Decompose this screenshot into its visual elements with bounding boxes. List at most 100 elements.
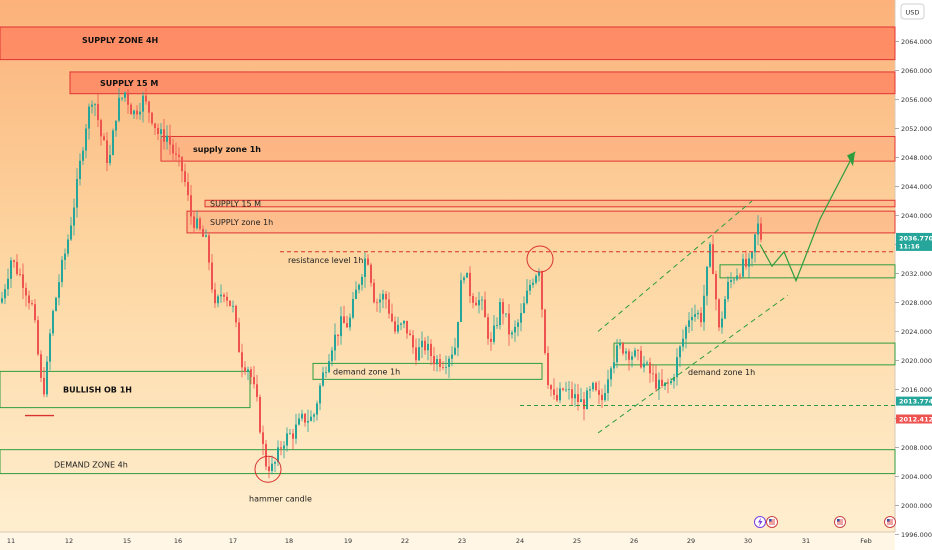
- candle-body: [739, 275, 741, 277]
- candle-body: [31, 303, 33, 305]
- candle-body: [214, 289, 216, 304]
- candle-body: [631, 356, 633, 360]
- candle-body: [508, 313, 510, 335]
- candle-body: [28, 295, 30, 304]
- candle-body: [67, 239, 69, 254]
- event-lightning-icon[interactable]: [754, 516, 766, 528]
- candle-body: [127, 92, 129, 105]
- candle-body: [331, 350, 333, 362]
- zone-supply-2[interactable]: [160, 135, 896, 162]
- zone-supply-0[interactable]: [0, 26, 896, 61]
- candle-body: [520, 313, 522, 323]
- candle-body: [670, 381, 672, 384]
- x-tick-label: 24: [516, 537, 524, 545]
- candle-body: [625, 351, 627, 354]
- candle-body: [595, 382, 597, 391]
- candle-body: [217, 296, 219, 304]
- candle-body: [661, 379, 663, 386]
- x-tick-label: 15: [123, 537, 131, 545]
- candle-body: [601, 394, 603, 401]
- candle-body: [352, 298, 354, 318]
- candle-body: [715, 273, 717, 300]
- zone-supply-3[interactable]: [204, 199, 896, 208]
- x-tick-label: 25: [573, 537, 581, 545]
- candle-body: [571, 389, 573, 399]
- candle-body: [253, 376, 255, 385]
- level-tag-value-0: 2013.774: [899, 398, 932, 406]
- candle-body: [514, 326, 516, 333]
- candle-body: [700, 312, 702, 323]
- candle-body: [478, 300, 480, 306]
- zone-label-6: BULLISH OB 1H: [63, 386, 132, 395]
- candle-body: [757, 223, 759, 235]
- candle-body: [718, 299, 720, 328]
- candle-body: [64, 253, 66, 260]
- candle-body: [562, 388, 564, 390]
- candle-body: [226, 296, 228, 301]
- candle-body: [547, 352, 549, 386]
- projection-arrow-head: [847, 151, 855, 167]
- resistance-label: resistance level 1h: [288, 256, 363, 265]
- candle-body: [736, 275, 738, 280]
- zone-demand-6[interactable]: [0, 370, 251, 409]
- candle-body: [481, 299, 483, 301]
- candle-body: [55, 297, 57, 311]
- candle-body: [244, 367, 246, 372]
- candle-body: [85, 128, 87, 151]
- candle-body: [373, 282, 375, 303]
- candle-body: [697, 312, 699, 315]
- channel-lower[interactable]: [597, 294, 789, 434]
- candle-body: [565, 389, 567, 391]
- candle-body: [43, 377, 45, 395]
- zone-label-2: supply zone 1h: [193, 145, 261, 154]
- candle-body: [289, 433, 291, 435]
- candle-body: [376, 302, 378, 304]
- candle-body: [496, 325, 498, 326]
- candle-body: [583, 399, 585, 409]
- candle-body: [145, 95, 147, 102]
- candle-body: [118, 97, 120, 121]
- zone-demand-7[interactable]: [613, 342, 896, 366]
- candle-body: [208, 235, 210, 263]
- channel-upper[interactable]: [597, 200, 753, 332]
- currency-badge[interactable]: USD: [900, 3, 925, 20]
- candle-body: [19, 274, 21, 275]
- candle-body: [232, 305, 234, 307]
- event-flag-icon[interactable]: [766, 516, 778, 528]
- candle-body: [448, 358, 450, 367]
- candle-body: [580, 399, 582, 403]
- x-tick-label: Feb: [860, 537, 872, 545]
- highlight-circle-hammer[interactable]: [254, 455, 282, 483]
- candle-body: [199, 218, 201, 229]
- y-tick-label: 2028.000: [901, 299, 932, 307]
- projection-path[interactable]: [759, 151, 856, 283]
- zone-demand-8[interactable]: [719, 264, 896, 279]
- zone-supply-1[interactable]: [69, 71, 896, 95]
- event-icons[interactable]: [754, 516, 896, 528]
- zone-demand-5[interactable]: [312, 362, 543, 380]
- candle-body: [139, 111, 141, 115]
- candle-body: [259, 396, 261, 433]
- candle-body: [4, 289, 6, 299]
- event-flag-icon[interactable]: [884, 516, 896, 528]
- candle-body: [82, 150, 84, 161]
- candle-body: [421, 340, 423, 348]
- zone-supply-4[interactable]: [186, 210, 896, 234]
- candle-body: [382, 293, 384, 300]
- candle-body: [370, 264, 372, 283]
- highlight-circle-top[interactable]: [526, 245, 554, 273]
- candle-body: [688, 320, 690, 327]
- candle-body: [7, 278, 9, 290]
- candle-body: [457, 321, 459, 348]
- zone-demand-9[interactable]: [0, 449, 896, 475]
- candle-body: [442, 367, 444, 368]
- hammer-candle-label: hammer candle: [249, 494, 312, 503]
- event-flag-icon[interactable]: [834, 516, 846, 528]
- candle-body: [586, 390, 588, 409]
- candle-body: [742, 258, 744, 277]
- currency-label: USD: [906, 9, 920, 17]
- level-tag-0: [896, 396, 932, 406]
- candle-body: [517, 322, 519, 327]
